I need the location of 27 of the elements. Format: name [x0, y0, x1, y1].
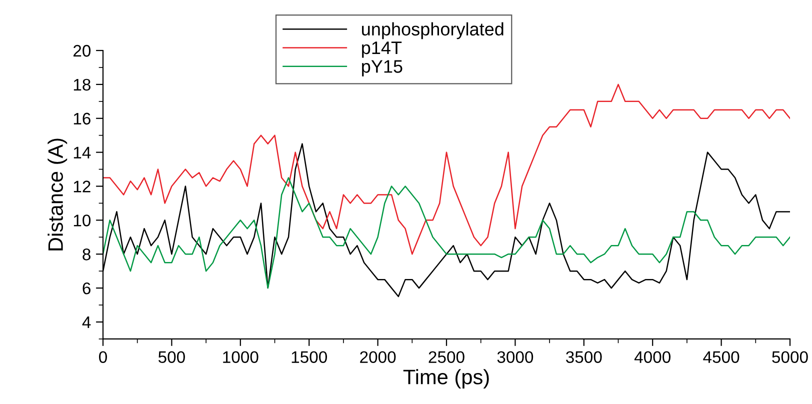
- x-tick-label: 4000: [634, 351, 670, 364]
- y-tick-label: 8: [82, 248, 90, 260]
- x-tick-label: 1000: [223, 351, 258, 364]
- x-tick-label: 3000: [497, 351, 534, 364]
- x-tick-label: 5000: [772, 351, 808, 364]
- x-tick-label: 2500: [428, 351, 464, 364]
- y-tick-label: 6: [82, 282, 90, 294]
- x-axis-title: Time (ps): [403, 369, 489, 388]
- y-axis-title: Distance (A): [48, 138, 68, 250]
- x-tick-label: 4500: [703, 351, 740, 364]
- x-tick-label: 3500: [566, 351, 602, 364]
- line-series: [103, 177, 790, 289]
- y-tick-label: 18: [74, 78, 90, 91]
- legend-label: pY15: [362, 60, 402, 76]
- legend-label: unphosphorylated: [362, 22, 504, 40]
- x-tick-label: 1500: [292, 351, 327, 364]
- legend-label: p14T: [362, 42, 402, 58]
- y-tick-label: 4: [82, 316, 91, 328]
- x-tick-label: 500: [158, 351, 185, 364]
- line-series: [103, 84, 790, 255]
- y-tick-label: 10: [74, 214, 91, 226]
- y-tick-label: 20: [73, 44, 91, 57]
- x-tick-label: 0: [99, 351, 107, 364]
- x-tick-label: 2000: [360, 351, 396, 364]
- y-tick-label: 14: [74, 146, 91, 158]
- y-tick-label: 12: [74, 180, 90, 192]
- y-tick-label: 16: [74, 112, 90, 125]
